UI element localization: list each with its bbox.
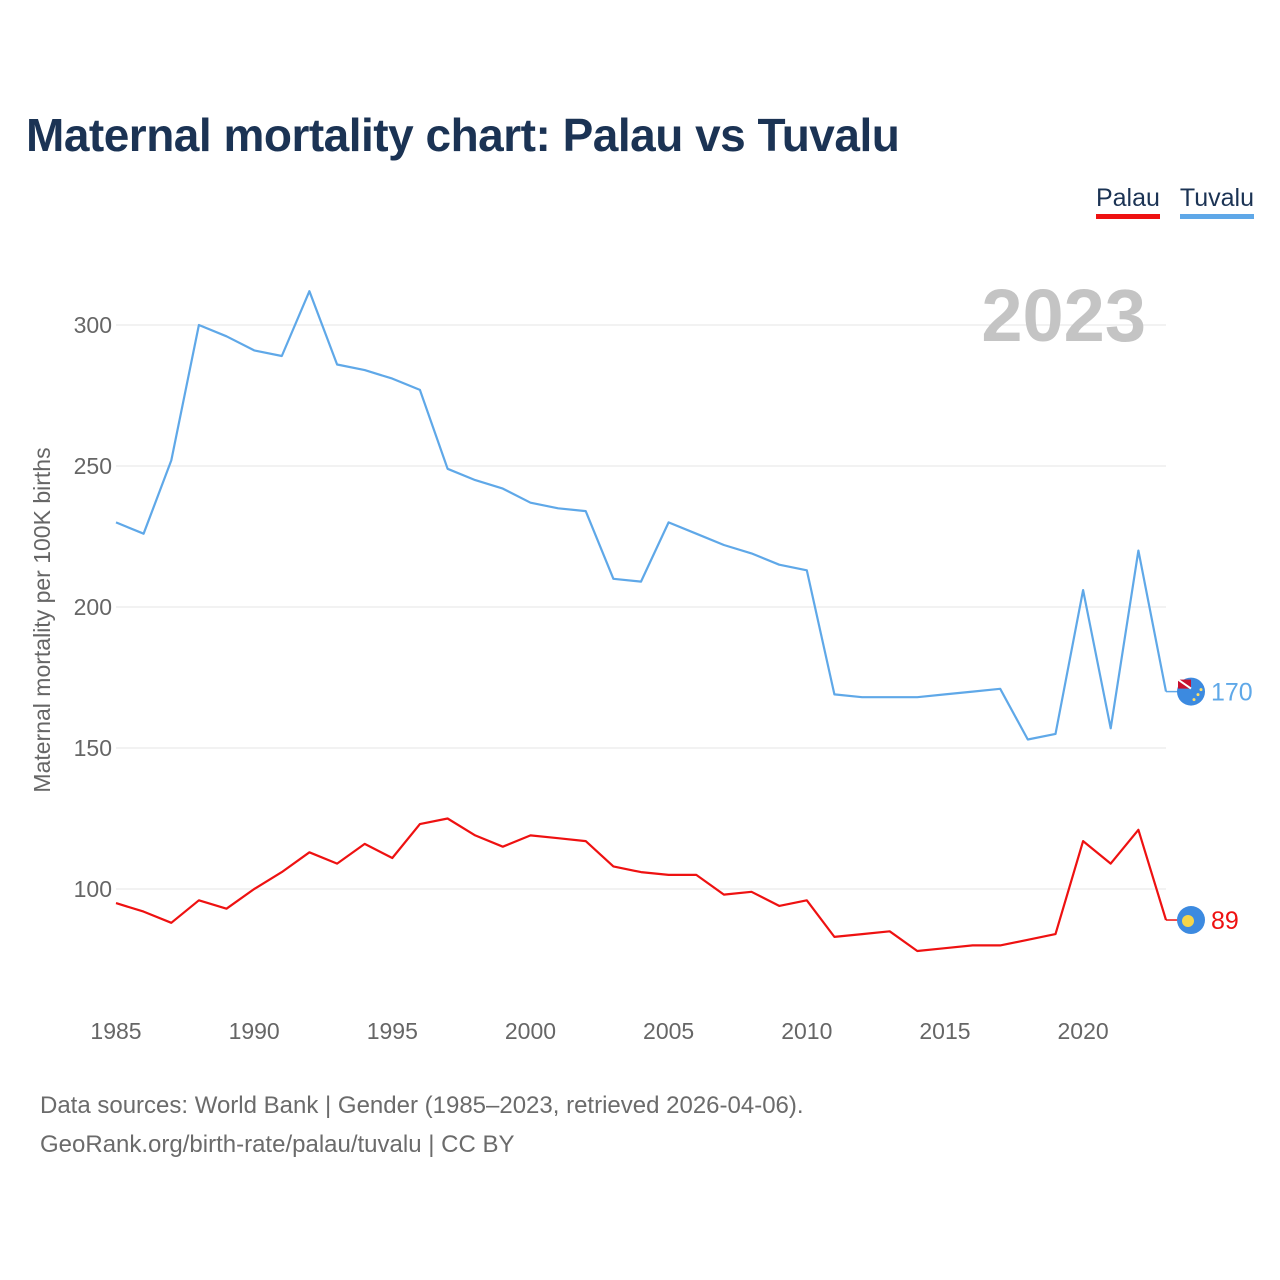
y-tick-label: 150 [74, 735, 112, 761]
palau-flag-icon [1177, 906, 1205, 935]
x-tick-label: 2015 [919, 1018, 970, 1044]
line-chart: 100 150 200 250 300 1985 1990 1995 2000 2005 2010… [29, 274, 1253, 1044]
footer: Data sources: World Bank | Gender (1985–… [40, 1086, 804, 1164]
x-tick-label: 2010 [781, 1018, 832, 1044]
legend-item-tuvalu[interactable]: Tuvalu [1179, 184, 1254, 219]
series-layer [115, 290, 1168, 953]
end-markers: 89 170 [1166, 677, 1253, 935]
year-watermark: 2023 [981, 274, 1146, 357]
x-tick-label: 1985 [90, 1018, 141, 1044]
legend-item-palau[interactable]: Palau [1095, 184, 1160, 219]
x-tick-label: 1990 [229, 1018, 280, 1044]
grid-lines [116, 324, 1166, 890]
y-tick-label: 250 [74, 453, 112, 479]
x-axis-ticks: 1985 1990 1995 2000 2005 2010 2015 2020 [90, 1018, 1108, 1044]
chart-title: Maternal mortality chart: Palau vs Tuval… [26, 109, 900, 161]
y-tick-label: 100 [74, 876, 112, 902]
end-value-label-tuvalu: 170 [1211, 679, 1253, 707]
footer-sources: Data sources: World Bank | Gender (1985–… [40, 1092, 804, 1119]
x-tick-label: 1995 [367, 1018, 418, 1044]
x-tick-label: 2000 [505, 1018, 556, 1044]
y-axis-label: Maternal mortality per 100K births [29, 447, 55, 792]
legend: Palau Tuvalu [1095, 184, 1254, 219]
series-line-tuvalu[interactable] [115, 290, 1168, 741]
y-tick-label: 200 [74, 594, 112, 620]
y-axis-ticks: 100 150 200 250 300 [74, 312, 112, 902]
series-line-palau[interactable] [115, 817, 1168, 953]
tuvalu-flag-icon [1177, 677, 1205, 706]
y-tick-label: 300 [74, 312, 112, 338]
x-tick-label: 2005 [643, 1018, 694, 1044]
end-value-label-palau: 89 [1211, 907, 1239, 935]
x-tick-label: 2020 [1058, 1018, 1109, 1044]
footer-credit: GeoRank.org/birth-rate/palau/tuvalu | CC… [40, 1131, 515, 1158]
